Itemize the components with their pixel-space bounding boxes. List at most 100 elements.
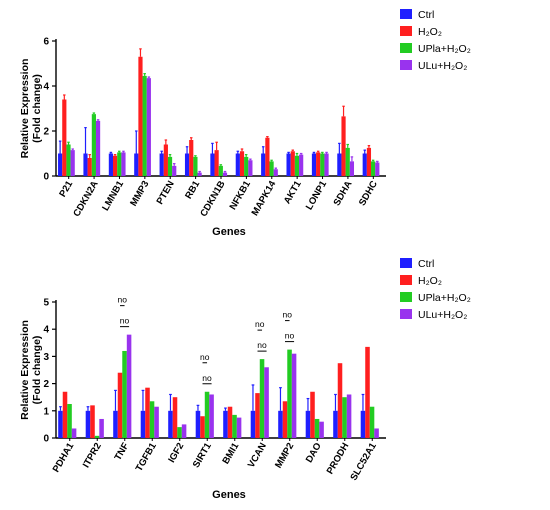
bar	[209, 394, 214, 438]
bar	[311, 153, 317, 176]
x-tick-label: PTEN	[155, 179, 177, 207]
bar	[181, 424, 187, 438]
bar	[223, 410, 228, 438]
legend-label: UPla+H₂O₂	[418, 43, 471, 55]
significance-label: no	[257, 340, 267, 350]
y-axis-label: Relative Expression(Fold change)	[19, 59, 43, 159]
bar	[126, 334, 132, 438]
bar	[333, 410, 338, 438]
x-tick-label: MMP2	[273, 441, 296, 470]
bar	[374, 428, 379, 438]
bar	[113, 410, 118, 438]
bar	[67, 404, 72, 438]
bar	[236, 417, 242, 438]
legend-swatch	[400, 9, 412, 19]
bar	[121, 152, 126, 176]
bar	[62, 99, 67, 176]
bar	[305, 410, 311, 438]
bar	[286, 153, 291, 176]
bar	[320, 153, 325, 176]
bar	[337, 363, 343, 438]
bar	[349, 161, 355, 176]
bar	[154, 406, 159, 438]
bar	[278, 410, 283, 438]
x-tick-label: PDHA1	[51, 440, 77, 474]
bar	[200, 416, 205, 438]
significance-label: no	[202, 373, 212, 383]
x-tick-label: VCAN	[246, 441, 269, 470]
x-tick-label: LMNB1	[100, 178, 126, 212]
x-tick-label: DAO	[304, 441, 324, 465]
bar	[239, 151, 245, 176]
x-tick-label: SIRT1	[191, 440, 214, 469]
bar	[189, 140, 194, 176]
bar	[314, 418, 320, 438]
legend-label: Ctrl	[418, 258, 434, 270]
bar	[269, 161, 274, 176]
y-tick-label: 0	[43, 434, 49, 445]
bar	[342, 397, 347, 438]
y-tick-label: 5	[43, 298, 49, 309]
bar	[140, 410, 146, 438]
bar	[324, 153, 329, 176]
bar	[62, 391, 68, 438]
bar	[264, 367, 269, 438]
significance-label: no	[200, 352, 210, 362]
bar	[244, 156, 249, 176]
bar	[346, 394, 352, 438]
legend-label: ULu+H₂O₂	[418, 309, 467, 321]
significance-label: no	[283, 310, 293, 320]
y-tick-label: 0	[43, 172, 49, 183]
x-tick-label: TNF	[113, 441, 132, 463]
bar	[138, 56, 143, 176]
bar	[58, 410, 63, 438]
bar	[204, 391, 210, 438]
x-tick-label: CDKN2A	[71, 179, 100, 219]
legend-label: UPla+H₂O₂	[418, 292, 471, 304]
bar	[146, 78, 151, 176]
x-tick-label: PRODH	[325, 441, 352, 476]
x-tick-label: BMI1	[220, 440, 241, 466]
y-tick-label: 4	[43, 325, 49, 336]
bar	[222, 172, 228, 176]
bar	[316, 152, 321, 176]
bar	[366, 147, 372, 176]
x-tick-label: SDHA	[332, 179, 355, 208]
significance-label: no	[118, 295, 128, 305]
bar	[214, 150, 219, 176]
bar	[210, 153, 215, 176]
bar	[265, 137, 270, 176]
bar	[287, 349, 292, 438]
y-tick-label: 2	[43, 379, 49, 390]
y-axis-label: Relative Expression(Fold change)	[19, 320, 43, 420]
y-tick-label: 4	[43, 82, 49, 93]
bar	[197, 172, 202, 176]
bar	[142, 75, 147, 176]
bar	[70, 150, 75, 176]
legend-label: Ctrl	[418, 9, 434, 21]
bar	[319, 421, 324, 438]
bar	[261, 153, 266, 176]
bar	[117, 372, 123, 438]
bar	[108, 153, 113, 176]
bar	[95, 120, 101, 176]
y-tick-label: 2	[43, 127, 49, 138]
bar	[66, 144, 71, 176]
bar	[341, 116, 346, 176]
x-tick-label: CDKN1B	[198, 179, 227, 219]
significance-label: no	[285, 331, 295, 341]
bar	[291, 353, 297, 438]
legend-swatch	[400, 43, 412, 53]
bar	[310, 391, 315, 438]
x-tick-label: SDHC	[357, 179, 380, 208]
bar	[294, 155, 300, 176]
legend-swatch	[400, 275, 412, 285]
bar	[362, 153, 367, 176]
bar	[90, 405, 95, 438]
bar	[122, 350, 127, 438]
y-tick-label: 1	[43, 406, 49, 417]
bar	[337, 153, 342, 176]
bar	[145, 387, 150, 438]
